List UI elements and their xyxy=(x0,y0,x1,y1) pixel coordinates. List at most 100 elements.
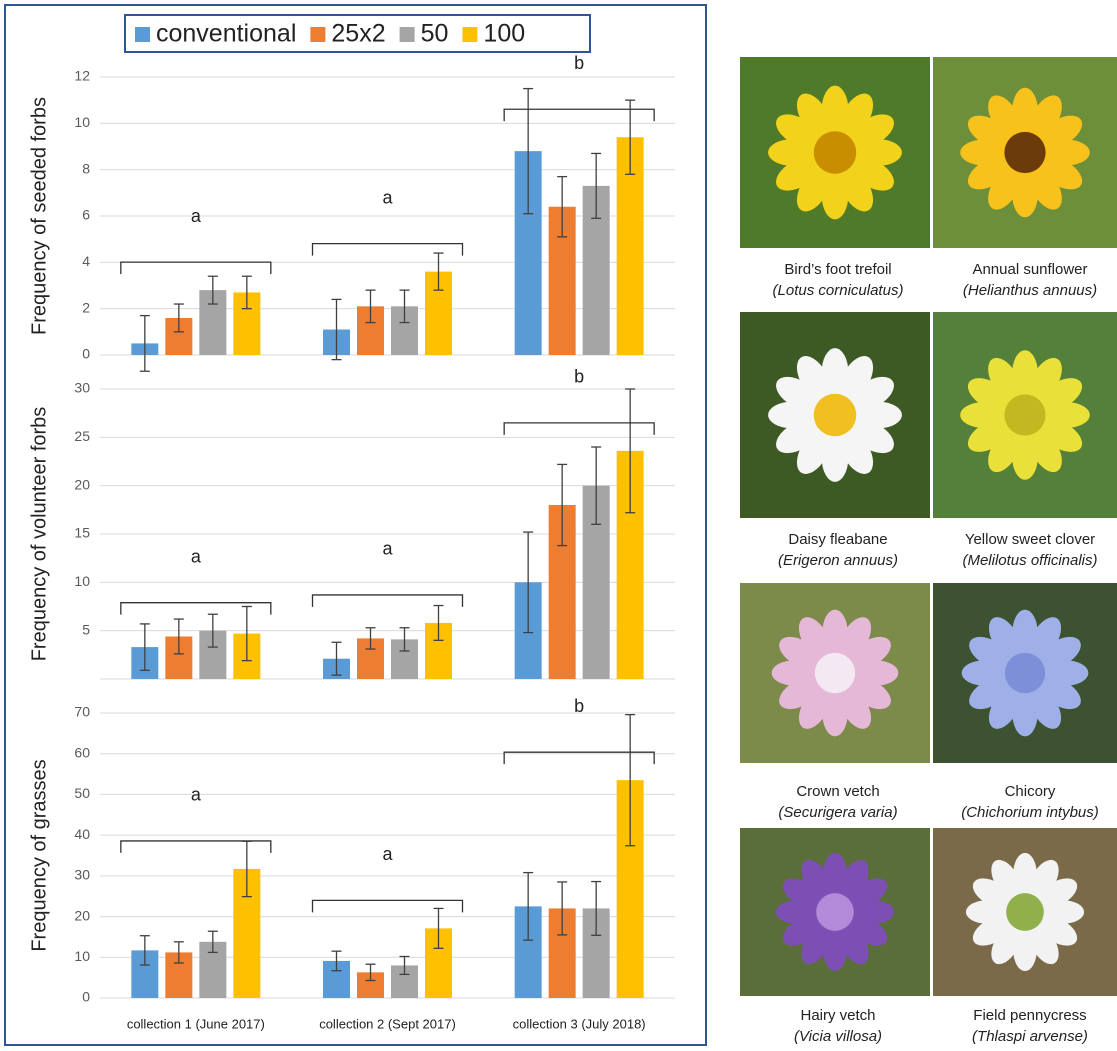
photo-latin: (Lotus corniculatus) xyxy=(773,282,904,299)
error-bar xyxy=(365,289,376,324)
error-bar xyxy=(433,252,444,291)
y-tick-label: 0 xyxy=(82,989,90,1005)
y-tick-label: 10 xyxy=(74,948,90,964)
error-bar xyxy=(591,880,602,936)
y-tick-label: 50 xyxy=(74,785,90,801)
y-tick-label: 12 xyxy=(74,68,90,84)
legend-swatch xyxy=(310,27,326,42)
y-tick-label: 2 xyxy=(82,299,90,315)
flower-center xyxy=(1004,131,1046,174)
annotation: b xyxy=(574,53,584,73)
annotation: b xyxy=(574,367,584,387)
error-bar xyxy=(625,388,636,514)
annotation: a xyxy=(382,844,393,864)
legend-label: 100 xyxy=(483,20,525,48)
x-tick-label: collection 3 (July 2018) xyxy=(513,1016,646,1031)
photo-latin: (Chichorium intybus) xyxy=(961,804,1099,821)
error-bar xyxy=(399,289,410,324)
petal xyxy=(1039,115,1083,149)
bracket xyxy=(120,261,272,275)
photo xyxy=(740,57,930,248)
photo xyxy=(933,312,1117,518)
annotation: a xyxy=(382,539,393,559)
error-bar xyxy=(557,881,568,936)
bracket xyxy=(311,899,464,913)
flower-center xyxy=(1004,652,1046,694)
error-bar xyxy=(523,871,534,941)
y-tick-label: 0 xyxy=(82,346,90,362)
bracket xyxy=(503,751,655,765)
bracket xyxy=(120,602,272,615)
photo-caption: Yellow sweet clover xyxy=(965,531,1095,548)
y-axis-label: Frequency of seeded forbs xyxy=(28,97,50,335)
error-bar xyxy=(591,152,602,219)
photo-latin: (Melilotus officinalis) xyxy=(962,552,1097,569)
x-tick-label: collection 2 (Sept 2017) xyxy=(319,1016,456,1031)
photo-caption: Hairy vetch xyxy=(800,1007,875,1024)
error-bar xyxy=(433,907,444,949)
error-bar xyxy=(557,175,568,238)
petal xyxy=(1038,636,1081,669)
y-tick-label: 40 xyxy=(74,826,90,842)
annotation: a xyxy=(191,206,202,226)
error-bar xyxy=(365,963,376,982)
error-bar xyxy=(557,463,568,547)
y-tick-label: 25 xyxy=(74,428,90,444)
error-bar xyxy=(241,275,252,310)
flower-center xyxy=(816,893,854,931)
legend-swatch xyxy=(399,27,415,42)
photo-latin: (Securigera varia) xyxy=(778,804,897,821)
error-bar xyxy=(433,604,444,641)
photo xyxy=(933,583,1117,763)
legend-swatch xyxy=(462,27,478,42)
y-tick-label: 30 xyxy=(74,867,90,883)
y-tick-label: 15 xyxy=(74,525,90,541)
photo xyxy=(740,312,930,518)
bracket xyxy=(503,108,655,122)
y-tick-label: 5 xyxy=(82,621,90,637)
y-axis-label: Frequency of volunteer forbs xyxy=(28,407,50,662)
legend-label: 50 xyxy=(421,20,449,48)
flower-center xyxy=(1004,394,1046,436)
y-tick-label: 10 xyxy=(74,114,90,130)
error-bar xyxy=(139,935,150,966)
photo xyxy=(740,828,930,996)
error-bar xyxy=(399,955,410,976)
error-bar xyxy=(173,303,184,333)
petal xyxy=(848,636,891,669)
flower-center xyxy=(1006,893,1044,931)
y-tick-label: 6 xyxy=(82,207,90,223)
y-tick-label: 30 xyxy=(74,380,90,396)
legend-label: 25x2 xyxy=(331,20,385,48)
photo-latin: (Helianthus annuus) xyxy=(963,282,1097,299)
bracket xyxy=(120,840,272,853)
photo xyxy=(933,828,1117,996)
error-bar xyxy=(399,627,410,652)
bracket xyxy=(311,594,464,607)
y-tick-label: 4 xyxy=(82,253,90,269)
error-bar xyxy=(625,713,636,847)
photo-latin: (Vicia villosa) xyxy=(794,1028,882,1045)
error-bar xyxy=(139,623,150,671)
photo-caption: Annual sunflower xyxy=(972,261,1087,278)
error-bar xyxy=(173,941,184,964)
flower-center xyxy=(813,131,857,174)
flower-center xyxy=(813,393,857,437)
bracket xyxy=(503,422,655,435)
petal xyxy=(1039,378,1083,411)
error-bar xyxy=(523,531,534,634)
photo xyxy=(740,583,930,763)
error-bar xyxy=(331,950,342,972)
error-bar xyxy=(591,446,602,525)
bracket xyxy=(311,242,464,256)
legend-swatch xyxy=(135,27,150,42)
y-tick-label: 20 xyxy=(74,476,90,492)
x-tick-label: collection 1 (June 2017) xyxy=(127,1016,265,1031)
error-bar xyxy=(331,298,342,361)
annotation: a xyxy=(191,546,202,566)
chart-frame xyxy=(4,4,707,1046)
legend-label: conventional xyxy=(156,20,296,48)
y-axis-label: Frequency of grasses xyxy=(28,759,50,951)
petal xyxy=(848,878,888,909)
